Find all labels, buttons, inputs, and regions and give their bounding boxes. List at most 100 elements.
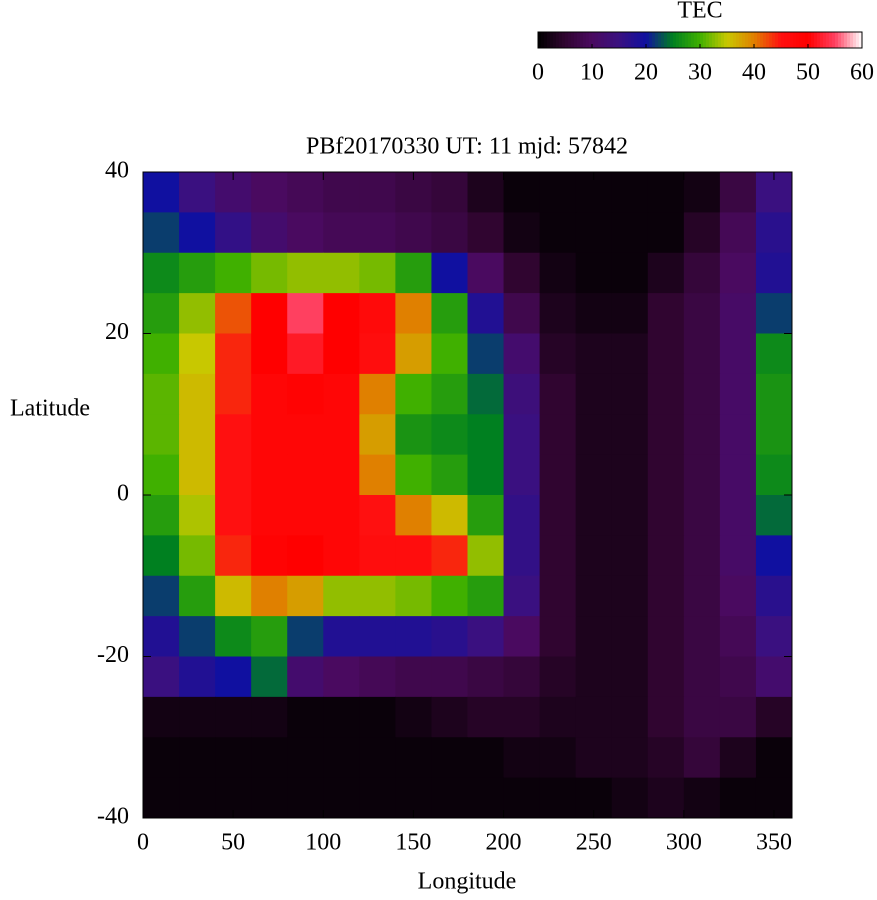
heatmap-cell xyxy=(251,333,288,375)
colorbar-slice xyxy=(661,32,665,48)
heatmap-cell xyxy=(251,454,288,496)
heatmap-cell xyxy=(323,696,360,738)
heatmap-cell xyxy=(539,414,577,456)
colorbar-slice xyxy=(727,32,731,48)
heatmap-cell xyxy=(143,172,180,213)
heatmap-cell xyxy=(359,616,396,657)
heatmap-cell xyxy=(719,737,757,779)
heatmap-cell xyxy=(359,737,396,779)
heatmap-cell xyxy=(575,495,613,536)
y-tick-label: 0 xyxy=(117,481,129,507)
heatmap-cell xyxy=(503,373,541,415)
heatmap-cell xyxy=(467,656,505,698)
heatmap-cell xyxy=(359,373,396,415)
heatmap-cell xyxy=(143,535,180,577)
heatmap-cell xyxy=(539,333,577,375)
heatmap-cell xyxy=(755,535,793,577)
heatmap-cell xyxy=(503,575,541,617)
heatmap-cell xyxy=(611,454,649,496)
colorbar-slice xyxy=(556,32,560,48)
colorbar-slice xyxy=(613,32,617,48)
heatmap-cell xyxy=(179,293,216,334)
heatmap-cell xyxy=(287,333,324,375)
heatmap-cell xyxy=(179,696,216,738)
heatmap-cell xyxy=(575,293,613,334)
heatmap-cell xyxy=(575,575,613,617)
heatmap-cell xyxy=(611,333,649,375)
colorbar-slice xyxy=(706,32,710,48)
heatmap-cell xyxy=(719,373,757,415)
heatmap-cell xyxy=(647,293,685,334)
colorbar-slice xyxy=(796,32,800,48)
heatmap-cell xyxy=(575,454,613,496)
heatmap-cell xyxy=(719,212,757,254)
heatmap-cell xyxy=(323,495,360,536)
heatmap-cell xyxy=(575,656,613,698)
colorbar-slice xyxy=(592,32,596,48)
heatmap-cell xyxy=(215,535,252,577)
heatmap-cell xyxy=(287,373,324,415)
heatmap-cell xyxy=(431,454,468,496)
colorbar-slice xyxy=(808,32,812,48)
colorbar-slice xyxy=(667,32,671,48)
heatmap-cell xyxy=(647,777,685,819)
heatmap-cell xyxy=(719,414,757,456)
heatmap-cell xyxy=(179,495,216,536)
heatmap-cell xyxy=(251,535,288,577)
heatmap-cell xyxy=(755,212,793,254)
heatmap-cell xyxy=(359,293,396,334)
heatmap-cell xyxy=(215,373,252,415)
heatmap-cell xyxy=(539,575,577,617)
colorbar-slice xyxy=(541,32,545,48)
heatmap-cell xyxy=(647,212,685,254)
heatmap-cell xyxy=(431,656,468,698)
heatmap-cell xyxy=(467,373,505,415)
heatmap-cell xyxy=(251,414,288,456)
colorbar-slice xyxy=(856,32,860,48)
colorbar-slice xyxy=(712,32,716,48)
colorbar-slice xyxy=(664,32,668,48)
colorbar-tick-label: 40 xyxy=(742,60,766,86)
heatmap-cell xyxy=(611,293,649,334)
colorbar-slice xyxy=(751,32,755,48)
colorbar-slice xyxy=(841,32,845,48)
colorbar-slice xyxy=(700,32,704,48)
heatmap-cell xyxy=(251,293,288,334)
heatmap-cell xyxy=(395,333,432,375)
heatmap-cell xyxy=(719,777,757,819)
heatmap-cell xyxy=(395,212,432,254)
heatmap-cell xyxy=(395,454,432,496)
colorbar-slice xyxy=(703,32,707,48)
colorbar-slice xyxy=(634,32,638,48)
heatmap-cell xyxy=(359,535,396,577)
heatmap-cell xyxy=(503,172,541,213)
heatmap-cell xyxy=(395,373,432,415)
heatmap-cell xyxy=(467,777,505,819)
colorbar-slice xyxy=(568,32,572,48)
colorbar-slice xyxy=(631,32,635,48)
heatmap-cell xyxy=(215,656,252,698)
heatmap-cell xyxy=(683,414,721,456)
heatmap-cell xyxy=(179,737,216,779)
x-tick-label: 0 xyxy=(137,830,149,856)
heatmap-cell xyxy=(431,373,468,415)
heatmap-cell xyxy=(611,777,649,819)
heatmap-cell xyxy=(575,696,613,738)
heatmap-cell xyxy=(755,454,793,496)
heatmap-cell xyxy=(395,293,432,334)
colorbar-slice xyxy=(643,32,647,48)
colorbar-slice xyxy=(571,32,575,48)
x-tick-label: 250 xyxy=(576,830,612,856)
colorbar-slice xyxy=(709,32,713,48)
x-axis-label: Longitude xyxy=(418,869,517,895)
heatmap-cell xyxy=(143,293,180,334)
heatmap-cell xyxy=(719,656,757,698)
heatmap-cell xyxy=(755,737,793,779)
heatmap-cell xyxy=(683,535,721,577)
heatmap-cell xyxy=(503,495,541,536)
heatmap-cell xyxy=(755,252,793,294)
heatmap-cell xyxy=(539,454,577,496)
heatmap-cell xyxy=(539,737,577,779)
heatmap-cell xyxy=(431,414,468,456)
colorbar-slice xyxy=(850,32,854,48)
